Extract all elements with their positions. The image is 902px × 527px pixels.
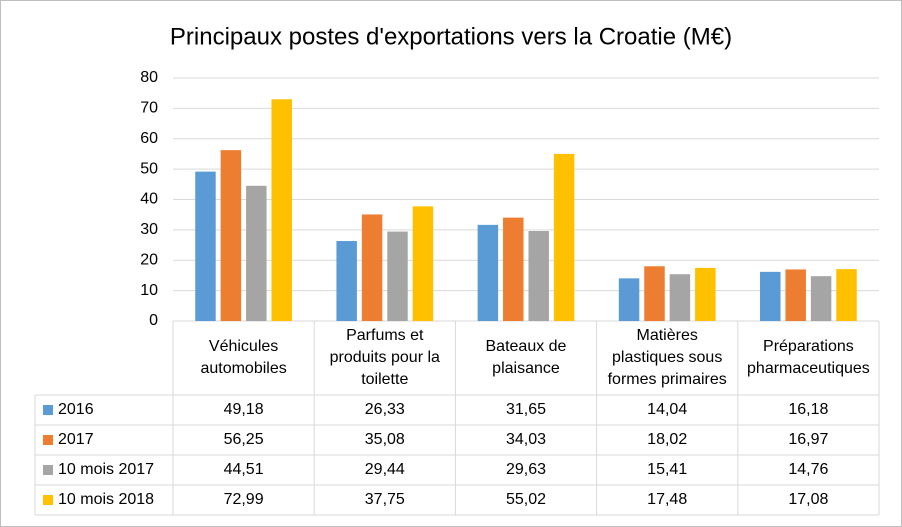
bar	[412, 206, 434, 321]
x-tick-label: Matières plastiques sous formes primaire…	[607, 327, 727, 388]
legend-swatch	[43, 435, 53, 445]
bar	[553, 153, 575, 321]
y-tick-label: 50	[140, 160, 158, 177]
y-tick-label: 40	[140, 191, 158, 208]
legend-swatch	[43, 465, 53, 475]
bar	[271, 99, 292, 321]
chart-title: Principaux postes d'exportations vers la…	[170, 23, 732, 50]
bar	[644, 266, 665, 321]
x-tick-label: Bateaux de plaisance	[485, 338, 567, 377]
table-value: 18,02	[647, 431, 687, 448]
legend-label: 10 mois 2017	[58, 461, 154, 478]
table-value: 16,97	[788, 431, 828, 448]
bar	[760, 271, 781, 321]
category-cell: Véhicules automobiles	[200, 338, 287, 377]
table-value: 29,44	[365, 461, 405, 478]
x-tick-label: Parfums et produits pour la toilette	[329, 327, 440, 388]
legend-swatch	[43, 405, 53, 415]
y-tick-label: 30	[140, 221, 158, 238]
table-value: 17,08	[788, 491, 828, 508]
category-cell: Bateaux de plaisance	[485, 338, 567, 377]
y-tick-label: 80	[140, 69, 158, 86]
table-value: 15,41	[647, 461, 687, 478]
table-value: 31,65	[506, 401, 546, 418]
x-tick-label: Véhicules automobiles	[200, 338, 287, 377]
bar	[336, 241, 357, 321]
table-value: 49,18	[224, 401, 264, 418]
table-value: 56,25	[224, 431, 264, 448]
category-cell: Préparations pharmaceutiques	[747, 338, 870, 377]
legend-label: 2017	[58, 431, 94, 448]
bar	[695, 267, 716, 321]
bar	[477, 224, 499, 321]
bar	[220, 150, 242, 321]
y-tick-label: 10	[140, 282, 158, 299]
bar	[195, 171, 216, 321]
bar	[785, 269, 806, 321]
table-value: 16,18	[788, 401, 828, 418]
bar	[387, 231, 408, 321]
table-value: 35,08	[365, 431, 405, 448]
table-value: 72,99	[224, 491, 264, 508]
table-value: 17,48	[647, 491, 687, 508]
category-cell: Matières plastiques sous formes primaire…	[607, 327, 727, 388]
table-value: 14,04	[647, 401, 687, 418]
table-value: 26,33	[365, 401, 405, 418]
bar	[810, 276, 832, 321]
legend-label: 10 mois 2018	[58, 491, 154, 508]
legend-label: 2016	[58, 401, 94, 418]
y-tick-label: 20	[140, 251, 158, 268]
category-cell: Parfums et produits pour la toilette	[329, 327, 440, 388]
x-tick-label: Préparations pharmaceutiques	[747, 338, 870, 377]
bar	[836, 269, 857, 321]
bar	[669, 274, 691, 321]
bar	[361, 214, 383, 321]
y-tick-label: 70	[140, 100, 158, 117]
legend-swatch	[43, 495, 53, 505]
table-value: 37,75	[365, 491, 405, 508]
bar	[503, 217, 524, 321]
table-value: 55,02	[506, 491, 546, 508]
bar	[246, 185, 267, 321]
y-tick-label: 0	[149, 312, 158, 329]
table-value: 34,03	[506, 431, 546, 448]
bar	[528, 230, 549, 321]
table-value: 14,76	[788, 461, 828, 478]
table-value: 44,51	[224, 461, 264, 478]
bar	[618, 278, 640, 321]
table-value: 29,63	[506, 461, 546, 478]
y-tick-label: 60	[140, 130, 158, 147]
